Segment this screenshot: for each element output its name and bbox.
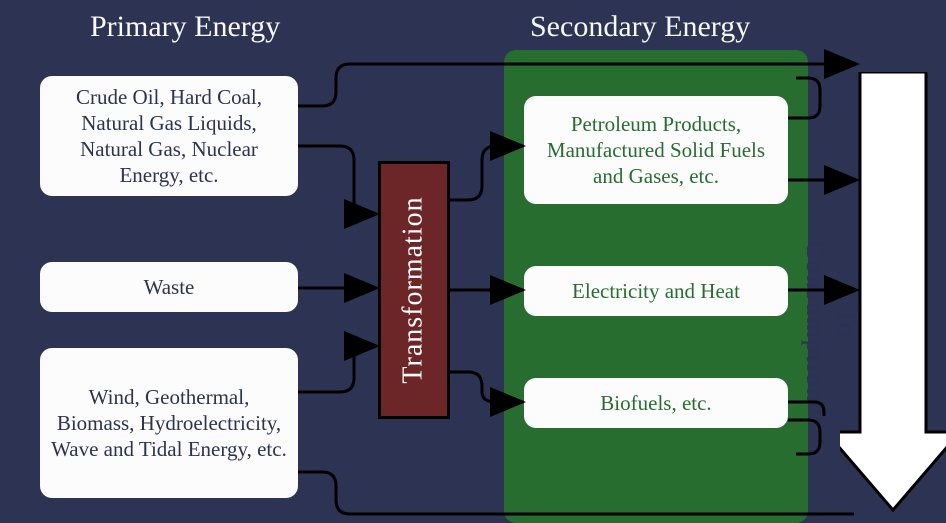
consumption-arrow: To Consumption [840, 72, 946, 502]
arrow-label-consumption: Consumption [800, 222, 830, 422]
transformation-label: Transformation [398, 196, 430, 383]
node-secondary-petroleum: Petroleum Products, Manufactured Solid F… [524, 96, 788, 204]
secondary-heading: Secondary Energy [530, 10, 750, 44]
node-secondary-electricity: Electricity and Heat [524, 266, 788, 316]
primary-heading: Primary Energy [90, 10, 280, 44]
node-primary-renewables: Wind, Geothermal, Biomass, Hydroelectric… [40, 348, 298, 498]
node-primary-waste: Waste [40, 262, 298, 312]
arrow-label-to: To [830, 222, 862, 422]
node-secondary-biofuels: Biofuels, etc. [524, 378, 788, 428]
transformation-box: Transformation [378, 161, 450, 419]
node-primary-fossils: Crude Oil, Hard Coal, Natural Gas Liquid… [40, 76, 298, 196]
